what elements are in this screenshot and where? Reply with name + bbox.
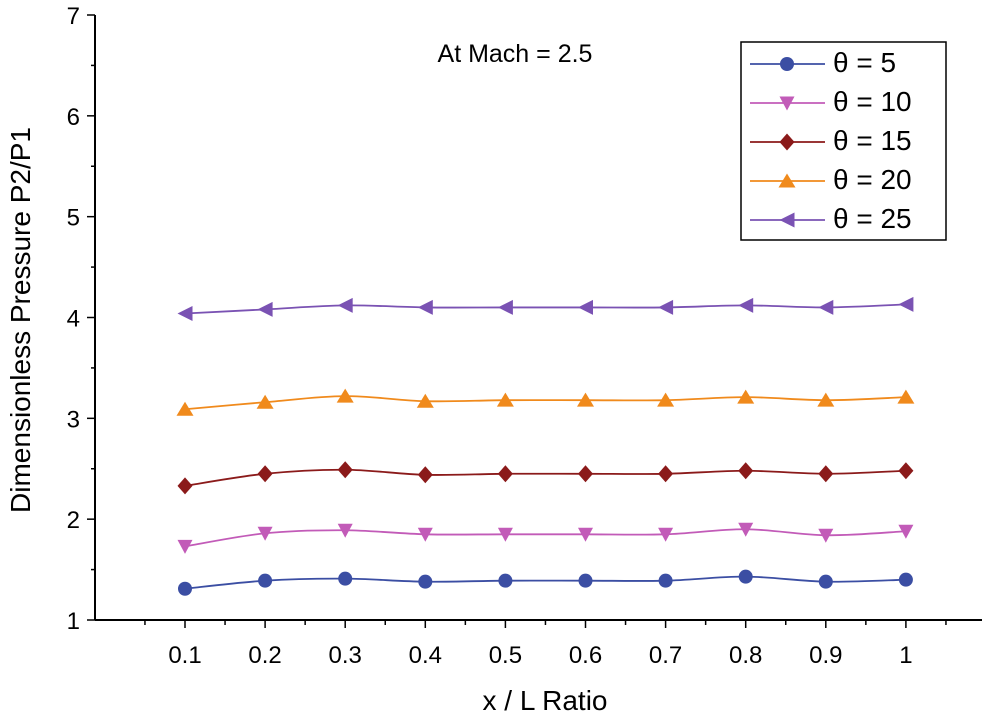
x-tick-label-0.9: 0.9 [809,642,842,669]
chart-annotation: At Mach = 2.5 [438,40,593,68]
y-tick-label-3: 3 [67,406,80,433]
data-point-s4-5 [578,299,593,315]
data-point-s4-4 [497,299,513,315]
data-point-s1-8 [818,528,834,543]
data-point-s4-3 [417,299,433,315]
data-point-s3-1 [256,394,274,409]
legend-box [740,41,947,241]
data-point-s3-8 [817,392,835,407]
data-point-s1-6 [658,527,674,542]
y-tick-label-1: 1 [67,608,80,635]
data-point-s0-2 [338,571,353,586]
x-tick-label-0.7: 0.7 [649,642,682,669]
data-point-s0-4 [498,573,513,588]
legend-label-theta-20: θ = 20 [833,164,912,195]
data-point-s3-2 [336,388,354,403]
x-tick-label-1: 1 [899,642,912,669]
x-tick-label-0.1: 0.1 [168,642,201,669]
data-point-s1-9 [898,524,914,539]
data-point-s0-1 [258,573,273,588]
data-point-s4-1 [257,301,273,317]
data-point-s3-3 [416,393,434,408]
y-axis-title: Dimensionless Pressure P2/P1 [5,127,36,513]
data-point-s2-2 [337,461,353,479]
data-point-s4-8 [818,299,834,315]
data-point-s1-0 [177,539,193,554]
data-point-s2-1 [257,465,273,483]
data-point-s0-6 [658,573,673,588]
data-point-s3-6 [657,392,675,407]
data-point-s2-6 [658,465,674,483]
data-point-s2-7 [738,462,754,480]
y-tick-label-5: 5 [67,205,80,232]
legend-marker-0 [780,57,794,71]
x-tick-label-0.2: 0.2 [248,642,281,669]
legend-marker-3 [778,173,796,188]
data-point-s2-3 [417,466,433,484]
legend: θ = 5 θ = 10 θ = 15 θ = 20 θ = 25 [740,41,947,241]
data-point-s3-0 [176,401,194,416]
data-point-s3-4 [496,392,514,407]
series-line-3 [184,395,906,411]
data-point-s1-7 [738,522,754,537]
data-point-s4-9 [898,296,914,312]
data-point-s0-8 [818,574,833,589]
x-tick-label-0.3: 0.3 [329,642,362,669]
data-point-s4-7 [738,297,754,313]
x-tick-label-0.6: 0.6 [569,642,602,669]
data-point-s2-5 [578,465,593,483]
x-axis-title: x / L Ratio [482,685,607,716]
data-point-s4-2 [337,297,353,313]
data-point-s2-9 [898,462,914,480]
data-point-s2-0 [177,477,193,495]
legend-marker-1 [779,96,795,111]
data-point-s1-2 [337,523,353,538]
x-tick-label-0.8: 0.8 [729,642,762,669]
series [176,296,915,596]
data-point-s3-5 [577,392,594,407]
x-tick-label-0.4: 0.4 [409,642,442,669]
ticks: 1 2 3 4 5 6 7 0.1 0.2 0.3 0.4 0.5 0.6 0.7 0.8 0.9 1 [67,3,947,669]
data-point-s0-9 [898,572,913,587]
series-line-2 [184,468,906,487]
data-point-s1-5 [578,527,593,542]
data-point-s0-0 [178,581,192,596]
legend-label-theta-5: θ = 5 [833,47,896,78]
x-tick-label-0.5: 0.5 [489,642,522,669]
y-tick-label-6: 6 [67,104,80,131]
legend-label-theta-15: θ = 15 [833,125,912,156]
data-point-s4-0 [177,305,193,321]
series-line-0 [184,575,906,590]
data-point-s1-4 [497,527,513,542]
legend-marker-2 [779,133,795,151]
data-point-s1-1 [257,526,273,541]
data-point-s3-9 [897,389,915,404]
data-point-s3-7 [737,389,755,404]
data-point-s1-3 [417,527,433,542]
legend-marker-4 [779,212,795,228]
data-point-s0-3 [418,574,433,589]
legend-label-theta-25: θ = 25 [833,203,912,234]
data-point-s0-5 [578,573,593,588]
y-tick-label-4: 4 [67,306,80,333]
data-point-s0-7 [738,569,753,584]
series-line-4 [184,303,906,315]
data-point-s2-4 [497,465,513,483]
series-line-1 [184,528,906,548]
data-point-s2-8 [818,465,834,483]
y-tick-label-7: 7 [67,3,80,30]
y-tick-label-2: 2 [67,507,80,534]
legend-label-theta-10: θ = 10 [833,86,912,117]
data-point-s4-6 [658,299,674,315]
